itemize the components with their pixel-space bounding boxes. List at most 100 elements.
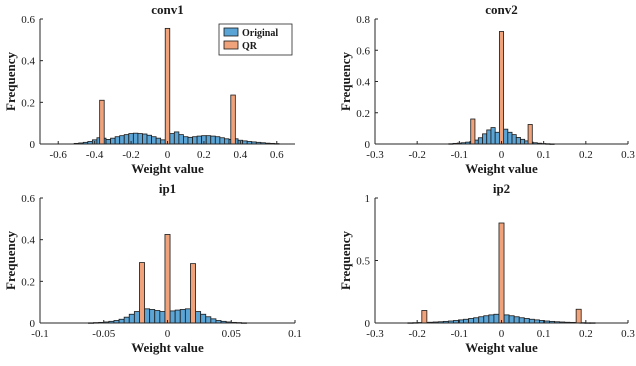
x-tick-label: 0.3	[621, 328, 635, 340]
y-tick-label: 0	[365, 318, 371, 330]
original-bar	[119, 135, 125, 145]
x-tick-label: -0.2	[122, 149, 139, 161]
original-bar	[494, 131, 500, 145]
original-bar	[210, 318, 217, 324]
legend-swatch-original	[223, 27, 239, 37]
original-bar	[508, 315, 515, 324]
original-bar	[173, 131, 180, 145]
original-bar	[205, 135, 212, 145]
x-tick-label: 0.3	[621, 149, 635, 161]
original-bar	[518, 317, 525, 324]
y-tick-label: 0	[365, 139, 371, 151]
x-tick-label: 0	[499, 149, 505, 161]
x-tick-label: 0.4	[233, 149, 247, 161]
qr-bar	[421, 310, 428, 324]
original-bar	[114, 136, 121, 145]
y-tick-label: 0.6	[356, 45, 370, 57]
original-bar	[149, 309, 156, 324]
original-bar	[511, 134, 517, 145]
original-bar	[144, 308, 151, 324]
original-bar	[507, 131, 513, 145]
original-bar	[128, 313, 135, 324]
panel-conv2: -0.3 -0.2 -0.1 0 0.1 0.2 0.3 0 0.2 0.4 0.6 0.8 conv2…	[338, 2, 635, 176]
x-tick-label: 0.1	[288, 328, 302, 340]
original-bar	[142, 133, 148, 145]
original-bar	[105, 139, 111, 145]
x-axis-label: Weight value	[465, 340, 538, 355]
original-bar	[146, 134, 152, 145]
chart-title: conv2	[485, 2, 518, 17]
original-bar	[478, 316, 485, 324]
x-axis-label: Weight value	[131, 161, 204, 176]
original-bar	[154, 310, 161, 324]
x-tick-label: 0.1	[537, 328, 551, 340]
original-bar	[468, 318, 475, 324]
x-tick-label: 0.6	[270, 149, 284, 161]
series-original	[73, 131, 280, 145]
original-bar	[137, 133, 143, 145]
original-bar	[151, 136, 157, 145]
original-bar	[463, 318, 470, 324]
original-bar	[523, 318, 530, 324]
x-tick-label: -0.1	[31, 328, 48, 340]
x-tick-label: -0.2	[408, 149, 425, 161]
y-tick-label: 0.6	[21, 14, 35, 26]
original-bar	[200, 313, 207, 324]
chart-title: ip1	[159, 181, 176, 196]
panel-ip1: -0.1 -0.05 0 0.05 0.1 0 0.2 0.4 0.6 ip1 Weight val…	[3, 181, 302, 355]
x-tick-label: -0.3	[366, 149, 384, 161]
series-qr	[470, 31, 533, 145]
legend: Original QR	[218, 23, 293, 56]
qr-bar	[498, 31, 505, 145]
original-bar	[169, 133, 175, 145]
y-axis-label: Frequency	[338, 231, 353, 290]
y-tick-label: 0.4	[21, 56, 35, 68]
original-bar	[123, 316, 130, 324]
y-axis-label: Frequency	[3, 52, 18, 111]
qr-bar	[164, 234, 171, 324]
y-tick-label: 0.5	[356, 256, 370, 268]
x-axis-label: Weight value	[465, 161, 538, 176]
x-axis-label: Weight value	[131, 340, 204, 355]
x-tick-label: -0.4	[86, 149, 104, 161]
y-tick-label: 0.4	[21, 235, 35, 247]
original-bar	[187, 136, 193, 145]
original-bar	[132, 132, 139, 145]
legend-label: Original	[242, 28, 278, 39]
original-bar	[219, 137, 225, 145]
x-tick-label: -0.1	[451, 328, 468, 340]
series-qr	[99, 27, 236, 145]
original-bar	[490, 127, 496, 145]
original-bar	[477, 137, 483, 145]
original-bar	[184, 308, 191, 324]
panel-ip2: -0.3 -0.2 -0.1 0 0.1 0.2 0.3 0 0.5 1 ip2 Weight val…	[338, 181, 635, 355]
original-bar	[503, 128, 509, 145]
y-tick-label: 0	[30, 318, 36, 330]
x-tick-label: -0.6	[50, 149, 68, 161]
original-bar	[159, 311, 166, 324]
qr-bar	[164, 27, 171, 145]
original-bar	[493, 313, 500, 324]
original-bar	[210, 135, 216, 145]
original-bar	[196, 135, 203, 145]
x-tick-label: -0.1	[451, 149, 468, 161]
original-bar	[174, 309, 181, 324]
original-bar	[123, 134, 130, 145]
qr-bar	[470, 118, 476, 145]
x-tick-label: 0.1	[537, 149, 551, 161]
original-bar	[133, 311, 140, 324]
panel-conv1: -0.6 -0.4 -0.2 0 0.2 0.4 0.6 0 0.2 0.4 0.6 conv1 Wei…	[3, 2, 295, 176]
x-tick-label: 0	[499, 328, 505, 340]
original-bar	[183, 136, 189, 145]
original-bar	[528, 318, 535, 324]
original-bar	[520, 138, 526, 145]
x-tick-label: 0.2	[579, 328, 593, 340]
original-bar	[224, 138, 230, 145]
x-tick-label: -0.05	[92, 328, 115, 340]
y-tick-label: 0.2	[356, 108, 370, 120]
original-bar	[195, 311, 202, 324]
x-tick-label: 0	[165, 149, 171, 161]
qr-bar	[190, 263, 196, 324]
original-bar	[179, 309, 186, 324]
